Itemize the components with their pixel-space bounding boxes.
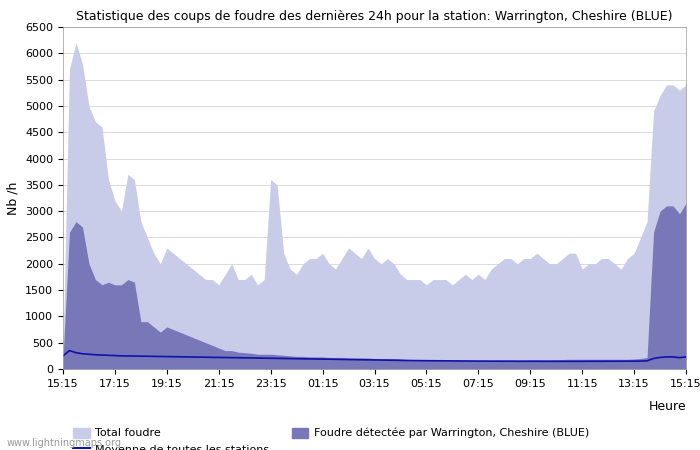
Title: Statistique des coups de foudre des dernières 24h pour la station: Warrington, C: Statistique des coups de foudre des dern… bbox=[76, 10, 673, 23]
Text: Heure: Heure bbox=[648, 400, 686, 413]
Text: www.lightningmaps.org: www.lightningmaps.org bbox=[7, 438, 122, 448]
Y-axis label: Nb /h: Nb /h bbox=[6, 181, 20, 215]
Legend: Total foudre, Moyenne de toutes les stations, Foudre détectée par Warrington, Ch: Total foudre, Moyenne de toutes les stat… bbox=[69, 423, 594, 450]
